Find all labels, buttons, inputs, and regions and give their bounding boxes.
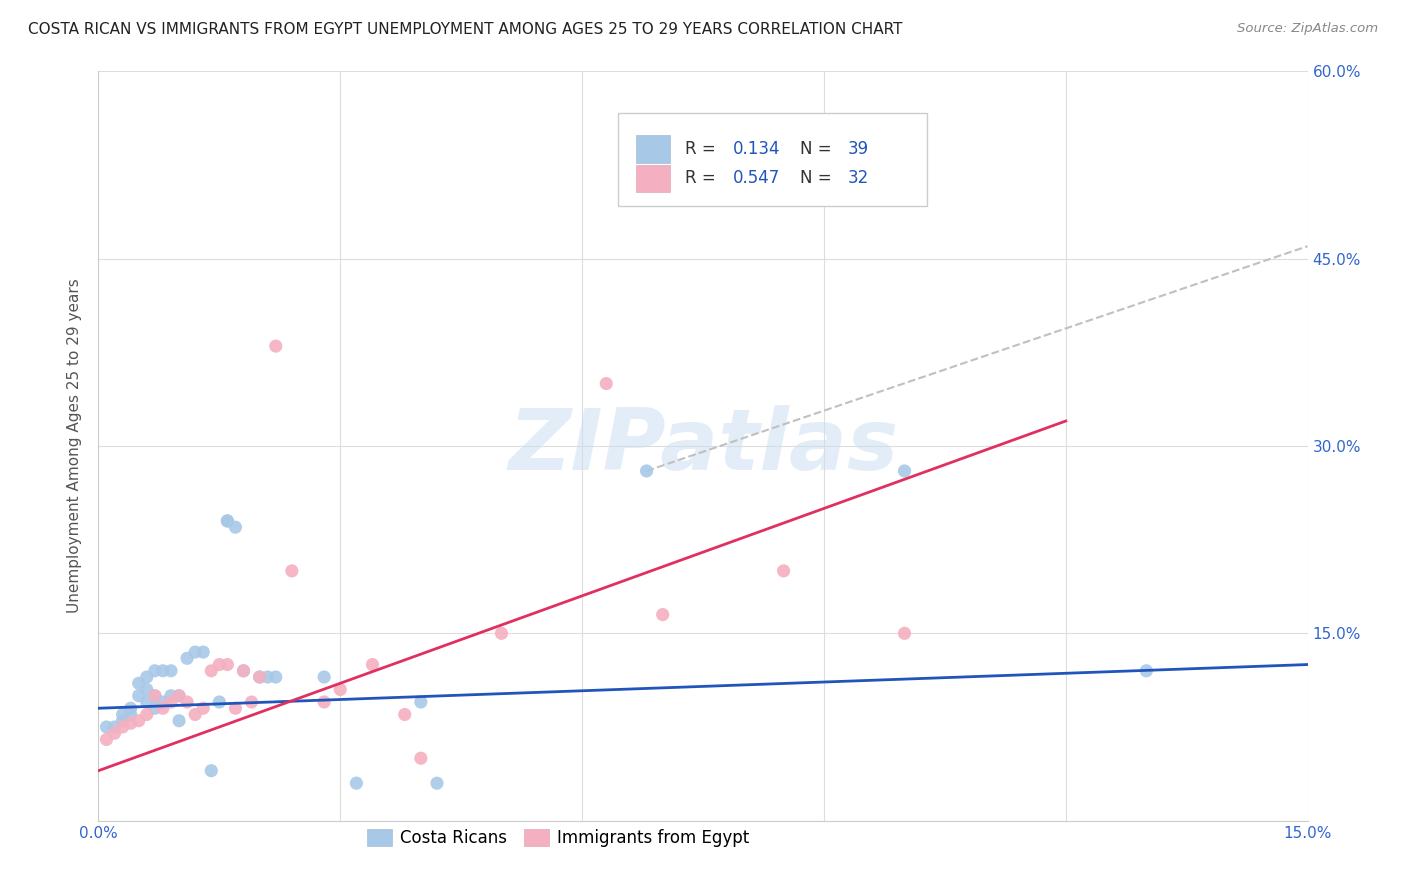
Point bbox=[394, 707, 416, 722]
Point bbox=[208, 657, 231, 672]
Text: R =: R = bbox=[685, 169, 721, 187]
Point bbox=[184, 707, 207, 722]
Point bbox=[167, 689, 190, 703]
Point bbox=[217, 514, 239, 528]
Point bbox=[120, 701, 142, 715]
Point bbox=[893, 626, 915, 640]
Point bbox=[314, 695, 336, 709]
Point bbox=[96, 732, 118, 747]
Point bbox=[152, 695, 174, 709]
Point bbox=[143, 664, 166, 678]
Point bbox=[256, 670, 278, 684]
Text: COSTA RICAN VS IMMIGRANTS FROM EGYPT UNEMPLOYMENT AMONG AGES 25 TO 29 YEARS CORR: COSTA RICAN VS IMMIGRANTS FROM EGYPT UNE… bbox=[28, 22, 903, 37]
Legend: Costa Ricans, Immigrants from Egypt: Costa Ricans, Immigrants from Egypt bbox=[360, 822, 756, 854]
Point bbox=[184, 645, 207, 659]
Point bbox=[120, 716, 142, 731]
Point bbox=[96, 720, 118, 734]
Point bbox=[409, 695, 432, 709]
Point bbox=[329, 682, 352, 697]
Point bbox=[193, 645, 215, 659]
Point bbox=[135, 670, 157, 684]
Point bbox=[128, 689, 150, 703]
Point bbox=[224, 520, 246, 534]
Point bbox=[135, 682, 157, 697]
Point bbox=[128, 676, 150, 690]
Point bbox=[314, 670, 336, 684]
Text: 0.134: 0.134 bbox=[734, 140, 780, 158]
Point bbox=[491, 626, 513, 640]
Point bbox=[111, 720, 134, 734]
Point bbox=[152, 701, 174, 715]
Point bbox=[128, 714, 150, 728]
Text: 0.547: 0.547 bbox=[734, 169, 780, 187]
Y-axis label: Unemployment Among Ages 25 to 29 years: Unemployment Among Ages 25 to 29 years bbox=[67, 278, 83, 614]
Point bbox=[152, 664, 174, 678]
Point bbox=[361, 657, 384, 672]
Text: N =: N = bbox=[800, 140, 837, 158]
Point bbox=[264, 670, 287, 684]
Point bbox=[409, 751, 432, 765]
Point bbox=[167, 689, 190, 703]
Point bbox=[264, 339, 287, 353]
Point bbox=[249, 670, 271, 684]
Point bbox=[217, 514, 239, 528]
Text: Source: ZipAtlas.com: Source: ZipAtlas.com bbox=[1237, 22, 1378, 36]
Point bbox=[135, 695, 157, 709]
Point bbox=[1135, 664, 1157, 678]
Point bbox=[120, 707, 142, 722]
Point bbox=[772, 564, 794, 578]
Text: R =: R = bbox=[685, 140, 721, 158]
Point bbox=[249, 670, 271, 684]
Point bbox=[176, 695, 198, 709]
Point bbox=[232, 664, 254, 678]
Text: 32: 32 bbox=[848, 169, 869, 187]
Point bbox=[217, 657, 239, 672]
Point bbox=[143, 689, 166, 703]
Point bbox=[232, 664, 254, 678]
Point bbox=[135, 707, 157, 722]
FancyBboxPatch shape bbox=[637, 164, 671, 192]
Text: N =: N = bbox=[800, 169, 837, 187]
Point bbox=[344, 776, 367, 790]
Point bbox=[224, 701, 246, 715]
Point bbox=[426, 776, 449, 790]
FancyBboxPatch shape bbox=[619, 112, 927, 206]
Point bbox=[200, 664, 222, 678]
Point bbox=[167, 714, 190, 728]
Point bbox=[160, 695, 183, 709]
Point bbox=[160, 664, 183, 678]
Point bbox=[103, 726, 125, 740]
Point bbox=[111, 714, 134, 728]
Point bbox=[281, 564, 304, 578]
Point bbox=[595, 376, 617, 391]
Point bbox=[240, 695, 263, 709]
Point bbox=[208, 695, 231, 709]
Point bbox=[143, 689, 166, 703]
Point bbox=[193, 701, 215, 715]
Text: 39: 39 bbox=[848, 140, 869, 158]
Point bbox=[893, 464, 915, 478]
Point bbox=[176, 651, 198, 665]
Text: ZIPatlas: ZIPatlas bbox=[508, 404, 898, 488]
Point bbox=[160, 689, 183, 703]
Point bbox=[111, 707, 134, 722]
Point bbox=[200, 764, 222, 778]
FancyBboxPatch shape bbox=[637, 136, 671, 163]
Point bbox=[636, 464, 658, 478]
Point bbox=[651, 607, 673, 622]
Point bbox=[143, 701, 166, 715]
Point bbox=[103, 720, 125, 734]
